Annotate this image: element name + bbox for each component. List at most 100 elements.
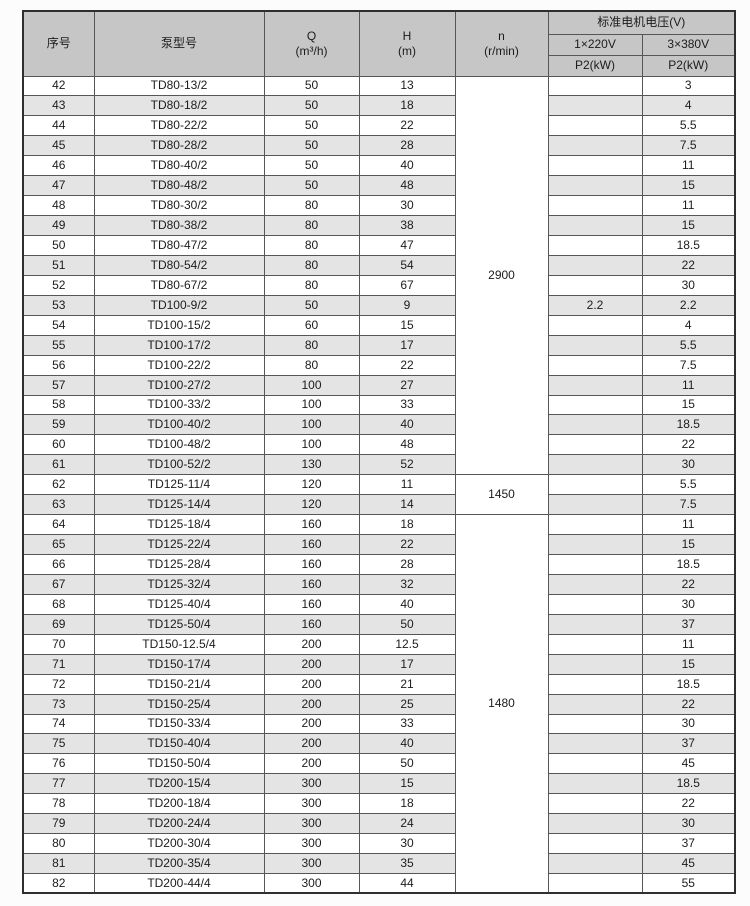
row-p2-220v: [547, 215, 643, 236]
row-head: 17: [358, 653, 456, 675]
row-head: 24: [358, 813, 456, 835]
table-row: 71 TD150-17/4 200 17 15: [22, 653, 736, 675]
row-model: TD125-40/4: [93, 593, 265, 615]
table-row: 82 TD200-44/4 300 44 55: [22, 873, 736, 894]
header-speed: n (r/min): [454, 10, 549, 77]
row-head: 54: [358, 254, 456, 276]
row-p2-220v: [547, 554, 643, 575]
header-head-unit: (m): [398, 43, 416, 58]
row-flow: 50: [263, 135, 360, 157]
row-model: TD125-50/4: [93, 613, 265, 635]
row-flow: 300: [263, 873, 360, 894]
row-p2-380v: 15: [641, 534, 736, 555]
row-p2-380v: 7.5: [641, 135, 736, 157]
row-serial: 71: [22, 653, 95, 675]
row-p2-220v: [547, 354, 643, 376]
row-serial: 81: [22, 853, 95, 874]
row-serial: 52: [22, 274, 95, 296]
row-p2-220v: [547, 254, 643, 276]
row-flow: 120: [263, 474, 360, 496]
row-head: 48: [358, 434, 456, 456]
row-model: TD100-15/2: [93, 314, 265, 336]
row-head: 32: [358, 573, 456, 595]
row-p2-380v: 7.5: [641, 354, 736, 376]
table-row: 52 TD80-67/2 80 67 30: [22, 274, 736, 296]
row-head: 27: [358, 374, 456, 396]
header-row-1: 序号 泵型号 Q (m³/h) H (m) n (r/min) 标准电机电压(V…: [22, 10, 736, 77]
table-row: 55 TD100-17/2 80 17 5.5: [22, 334, 736, 356]
row-p2-380v: 30: [641, 813, 736, 835]
row-model: TD100-17/2: [93, 334, 265, 356]
row-flow: 80: [263, 215, 360, 236]
row-p2-380v: 4: [641, 314, 736, 336]
row-flow: 160: [263, 593, 360, 615]
row-p2-380v: 7.5: [641, 494, 736, 516]
row-p2-380v: 30: [641, 593, 736, 615]
row-p2-380v: 37: [641, 733, 736, 755]
row-p2-220v: [547, 653, 643, 675]
row-p2-380v: 45: [641, 853, 736, 874]
row-model: TD80-48/2: [93, 175, 265, 197]
row-head: 35: [358, 853, 456, 874]
header-flow: Q (m³/h): [263, 10, 360, 77]
table-row: 61 TD100-52/2 130 52 30: [22, 454, 736, 476]
row-flow: 100: [263, 414, 360, 436]
row-flow: 160: [263, 554, 360, 575]
row-p2-380v: 18.5: [641, 773, 736, 795]
row-flow: 130: [263, 454, 360, 476]
row-serial: 63: [22, 494, 95, 516]
row-model: TD100-52/2: [93, 454, 265, 476]
row-head: 25: [358, 693, 456, 715]
row-p2-220v: [547, 613, 643, 635]
row-flow: 50: [263, 294, 360, 316]
row-head: 48: [358, 175, 456, 197]
row-model: TD150-12.5/4: [93, 633, 265, 655]
row-head: 21: [358, 673, 456, 695]
row-serial: 61: [22, 454, 95, 476]
header-speed-unit: (r/min): [484, 43, 519, 58]
row-head: 28: [358, 135, 456, 157]
row-serial: 58: [22, 394, 95, 416]
row-model: TD150-33/4: [93, 713, 265, 735]
row-head: 30: [358, 195, 456, 217]
row-serial: 55: [22, 334, 95, 356]
row-model: TD125-32/4: [93, 573, 265, 595]
row-head: 40: [358, 414, 456, 436]
row-p2-380v: 4: [641, 95, 736, 117]
row-p2-380v: 15: [641, 215, 736, 236]
row-p2-220v: [547, 115, 643, 137]
row-model: TD80-18/2: [93, 95, 265, 117]
table-row: 48 TD80-30/2 80 30 11: [22, 195, 736, 217]
table-row: 57 TD100-27/2 100 27 11: [22, 374, 736, 396]
table-row: 79 TD200-24/4 300 24 30: [22, 813, 736, 835]
table-row: 74 TD150-33/4 200 33 30: [22, 713, 736, 735]
row-flow: 50: [263, 75, 360, 97]
row-flow: 300: [263, 773, 360, 795]
table-row: 77 TD200-15/4 300 15 18.5: [22, 773, 736, 795]
table-row: 45 TD80-28/2 50 28 7.5: [22, 135, 736, 157]
row-serial: 80: [22, 833, 95, 855]
row-model: TD80-54/2: [93, 254, 265, 276]
row-serial: 76: [22, 753, 95, 775]
row-p2-220v: [547, 534, 643, 555]
row-flow: 300: [263, 833, 360, 855]
header-model: 泵型号: [93, 10, 265, 77]
table-row: 47 TD80-48/2 50 48 15: [22, 175, 736, 197]
table-row: 62 TD125-11/4 120 11 1450 5.5: [22, 474, 736, 516]
row-serial: 46: [22, 155, 95, 177]
row-p2-380v: 30: [641, 274, 736, 296]
header-p2-380: P2(kW): [641, 54, 736, 77]
row-p2-220v: [547, 434, 643, 456]
row-model: TD200-35/4: [93, 853, 265, 874]
row-p2-220v: [547, 514, 643, 536]
row-serial: 82: [22, 873, 95, 894]
row-p2-220v: [547, 673, 643, 695]
pump-spec-table: 序号 泵型号 Q (m³/h) H (m) n (r/min) 标准电机电压(V…: [22, 10, 736, 895]
row-serial: 60: [22, 434, 95, 456]
row-p2-380v: 5.5: [641, 334, 736, 356]
row-p2-380v: 11: [641, 155, 736, 177]
row-serial: 50: [22, 235, 95, 256]
row-p2-380v: 11: [641, 195, 736, 217]
row-serial: 79: [22, 813, 95, 835]
row-p2-380v: 15: [641, 653, 736, 675]
